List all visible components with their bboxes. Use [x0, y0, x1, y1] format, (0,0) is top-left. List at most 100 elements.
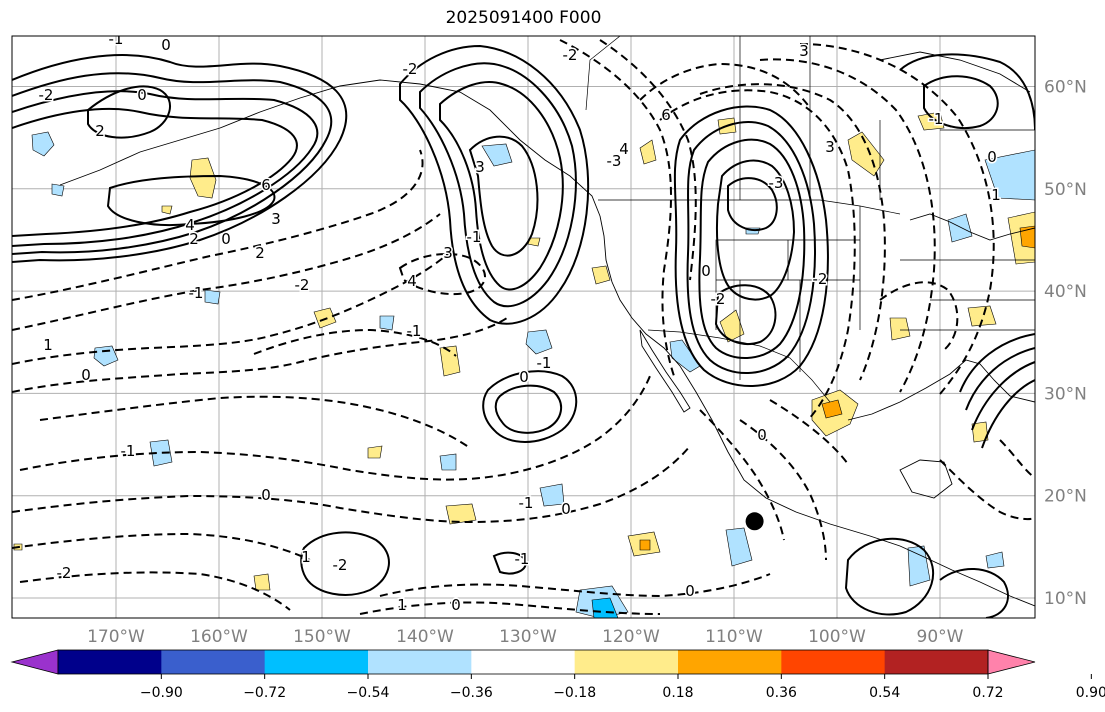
anomaly-blob	[31, 131, 55, 157]
negative-contours	[12, 39, 1035, 615]
contour-label: 0	[261, 486, 271, 504]
border-alaska-canada	[585, 36, 621, 111]
anomaly-blob	[889, 317, 911, 341]
contour-label: -1	[515, 550, 530, 568]
anomaly-blob	[161, 205, 173, 215]
contour-line	[12, 107, 298, 237]
contour-line	[715, 159, 796, 301]
contour-line	[399, 44, 590, 325]
contour-label: -2	[39, 86, 54, 104]
contour-line	[12, 251, 451, 365]
contour-label: 0	[685, 582, 695, 600]
contour-line	[12, 445, 691, 524]
coastline-yucatan	[899, 459, 953, 499]
contour-label: 6	[661, 106, 671, 124]
contour-line	[12, 532, 311, 561]
contour-label: -2	[711, 290, 726, 308]
contour-line	[981, 379, 1035, 449]
coastlines	[59, 51, 1035, 607]
contour-line	[959, 333, 1035, 393]
anomaly-blob	[439, 345, 461, 377]
contour-line	[12, 315, 511, 393]
contour-line	[39, 395, 471, 449]
coastline-alaska-chain	[59, 79, 601, 217]
storm-center-marker	[745, 512, 764, 531]
contour-line	[659, 89, 856, 421]
contour-label: 0	[161, 36, 171, 54]
longitude-tick-label: 90°W	[917, 627, 964, 647]
anomaly-blob	[51, 183, 65, 197]
contour-label: -2	[403, 60, 418, 78]
colorbar-tick-label: 0.72	[972, 685, 1003, 701]
contour-label: 2	[95, 122, 105, 140]
anomaly-blob	[639, 139, 657, 165]
anomaly-blob	[379, 315, 395, 331]
contour-label: 3	[475, 158, 485, 176]
contour-line	[739, 419, 827, 561]
contour-line	[939, 459, 1035, 521]
contour-label: -2	[333, 556, 348, 574]
anomaly-blob	[984, 149, 1035, 201]
contour-line	[727, 177, 778, 231]
colorbar-segment	[264, 650, 369, 674]
latitude-tick-label: 10°N	[1044, 589, 1087, 609]
latitude-tick-label: 30°N	[1044, 384, 1087, 404]
contour-label: -1	[467, 228, 482, 246]
colorbar-segment	[574, 650, 679, 674]
anomaly-blob	[445, 503, 477, 525]
border-us-mexico	[647, 329, 831, 403]
map-background	[12, 36, 1035, 618]
contour-line	[923, 75, 999, 129]
contour-line	[769, 399, 849, 465]
contour-label: 6	[261, 176, 271, 194]
contour-label: 0	[701, 262, 711, 280]
contour-label: 0	[451, 596, 461, 614]
anomaly-blob	[539, 483, 565, 507]
contour-label: 2	[189, 230, 199, 248]
contour-label: -1	[519, 494, 534, 512]
colorbar: −0.90 −0.72 −0.54 −0.36 −0.18 0.18 0.36 0.54 0.7…	[10, 649, 1105, 701]
contour-label: 2	[255, 244, 265, 262]
contour-label: -1	[121, 442, 136, 460]
latitude-tick-label: 40°N	[1044, 282, 1087, 302]
positive-contours	[12, 44, 1035, 618]
contour-line	[359, 601, 661, 615]
colorbar-segment	[781, 650, 886, 674]
anomaly-blob	[149, 439, 173, 467]
contour-line	[559, 39, 675, 377]
contour-label: -1	[189, 284, 204, 302]
colorbar-segment	[471, 650, 576, 674]
contour-line	[965, 347, 1035, 411]
colorbar-frame	[57, 649, 989, 675]
contour-line	[899, 53, 1035, 131]
colorbar-tick-label: −0.72	[243, 685, 286, 701]
contour-line	[19, 375, 651, 481]
coastline-gulf	[847, 359, 1035, 421]
contour-line	[482, 370, 578, 443]
contour-label: 4	[185, 216, 195, 234]
longitude-tick-label: 110°W	[705, 627, 763, 647]
colorbar-tick-label: 0.36	[766, 685, 797, 701]
contour-label: 1	[991, 186, 1001, 204]
colorbar-tick-label: −0.36	[450, 685, 493, 701]
anomaly-blob	[719, 309, 745, 343]
contour-line	[698, 138, 806, 360]
latitude-tick-label: 20°N	[1044, 487, 1087, 507]
anomaly-blob	[189, 157, 217, 199]
longitude-tick-label: 100°W	[808, 627, 866, 647]
contour-line	[939, 567, 1009, 618]
coastline-west-coast	[599, 215, 1035, 607]
anomaly-blob	[971, 421, 989, 443]
contour-line	[714, 284, 777, 345]
contour-label: -2	[813, 270, 828, 288]
contour-line	[12, 90, 319, 247]
contour-label: -1	[929, 110, 944, 128]
contour-line	[494, 384, 563, 434]
contour-label: 4	[619, 140, 629, 158]
colorbar-tick-label: −0.18	[553, 685, 596, 701]
anomaly-blob	[591, 265, 611, 285]
contour-line	[686, 121, 816, 374]
contour-label: -3	[769, 174, 784, 192]
